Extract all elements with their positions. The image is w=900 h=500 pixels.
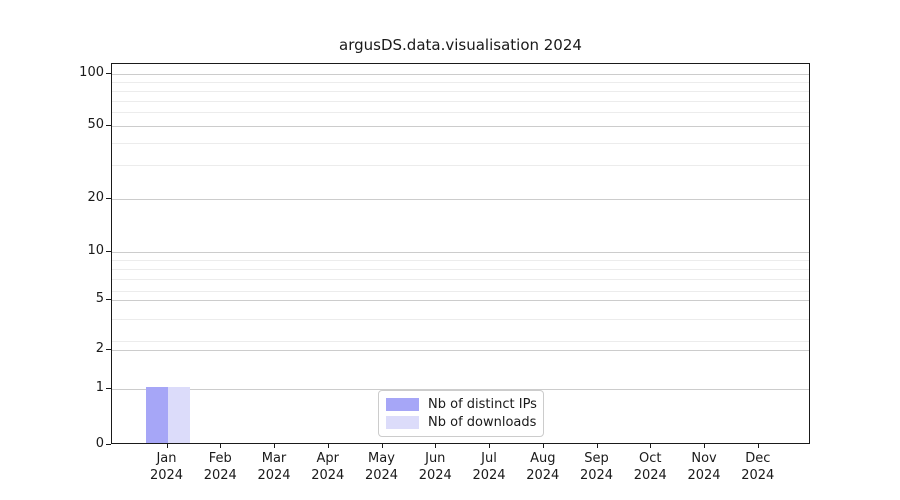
x-tick-label-10: Nov 2024 [669,450,739,484]
x-tick-mark-11 [757,444,759,448]
y-tick-label-20: 20 [87,189,104,205]
y-tick-mark-50 [106,125,111,127]
x-tick-mark-7 [542,444,544,448]
x-tick-label-year-1: 2024 [203,468,237,483]
x-tick-label-1: Feb 2024 [185,450,255,484]
chart-title: argusDS.data.visualisation 2024 [339,36,582,54]
y-tick-label-10: 10 [87,242,104,258]
x-tick-mark-2 [274,444,275,448]
legend-entry-1: Nb of downloads [386,415,537,430]
gridline-y-1 [112,389,809,391]
y-tick-mark-2 [106,349,111,351]
x-tick-label-month-11: Dec [745,451,771,466]
y-tick-mark-1 [106,388,111,390]
x-tick-label-year-3: 2024 [311,468,345,483]
x-tick-mark-4 [381,444,383,448]
x-tick-label-month-8: Sep [584,451,609,466]
x-tick-label-month-9: Oct [639,451,662,466]
x-tick-mark-5 [435,444,437,448]
x-tick-label-month-1: Feb [208,451,232,466]
x-tick-label-3: Apr 2024 [293,450,363,484]
x-tick-mark-1 [220,444,222,448]
x-tick-mark-10 [704,444,706,448]
gridline-y-minor-6 [112,259,809,261]
plot-area [111,63,810,444]
gridline-y-100 [112,73,809,75]
gridline-y-minor-9 [112,291,809,293]
x-tick-label-month-0: Jan [156,451,177,466]
x-tick-mark-9 [650,444,652,448]
y-tick-mark-100 [106,72,111,74]
x-tick-label-month-3: Apr [316,451,340,466]
bar-jan-2024-s1 [167,387,190,443]
x-tick-label-month-4: May [368,451,395,466]
y-tick-mark-20 [106,197,111,199]
x-tick-label-11: Dec 2024 [723,450,793,484]
x-tick-label-year-5: 2024 [418,468,452,483]
y-tick-label-0: 0 [95,436,104,451]
x-tick-label-9: Oct 2024 [615,450,685,484]
x-tick-mark-6 [489,444,491,448]
legend-label-1: Nb of downloads [428,415,537,430]
gridline-y-2 [112,350,809,352]
x-tick-label-year-6: 2024 [472,468,506,483]
gridline-y-minor-5 [112,164,809,166]
gridline-y-minor-10 [112,318,809,320]
gridline-y-minor-11 [112,340,809,342]
gridline-y-minor-2 [112,100,809,102]
x-tick-label-month-2: Mar [261,451,287,466]
legend-swatch-1 [386,416,419,429]
gridline-y-minor-4 [112,142,809,144]
x-tick-label-5: Jun 2024 [400,450,470,484]
x-tick-label-6: Jul 2024 [454,450,524,484]
y-tick-mark-0 [106,444,111,445]
y-tick-label-100: 100 [79,64,104,80]
gridline-y-minor-1 [112,90,809,92]
y-tick-mark-10 [106,250,111,252]
x-tick-label-year-4: 2024 [364,468,399,483]
x-tick-label-month-5: Jun [425,451,446,466]
legend-swatch-0 [386,398,419,411]
x-tick-label-month-7: Aug [530,451,556,466]
x-tick-label-8: Sep 2024 [562,450,632,484]
x-tick-label-year-9: 2024 [633,468,667,483]
y-tick-mark-5 [106,298,111,300]
gridline-y-50 [112,126,809,128]
y-tick-label-5: 5 [95,290,104,306]
x-tick-label-7: Aug 2024 [508,450,578,484]
legend: Nb of distinct IPs Nb of downloads [378,390,544,437]
x-tick-mark-0 [166,444,168,448]
x-tick-label-year-7: 2024 [526,468,560,483]
gridline-y-minor-3 [112,112,809,114]
x-tick-label-month-6: Jul [481,451,497,466]
y-tick-label-50: 50 [87,117,104,133]
x-tick-label-year-2: 2024 [257,468,291,483]
x-tick-label-year-0: 2024 [149,468,184,483]
x-tick-label-year-8: 2024 [579,468,614,483]
gridline-y-minor-0 [112,81,809,83]
gridline-y-20 [112,198,809,200]
x-tick-label-4: May 2024 [347,450,417,484]
gridline-y-10 [112,251,809,253]
bar-jan-2024-s0 [145,387,168,443]
x-tick-label-0: Jan 2024 [132,450,202,484]
x-tick-label-month-10: Nov [691,451,717,466]
x-tick-mark-3 [327,444,329,448]
gridline-y-minor-7 [112,268,809,270]
x-tick-label-year-11: 2024 [741,468,775,483]
x-tick-label-2: Mar 2024 [239,450,309,484]
x-tick-label-year-10: 2024 [687,468,721,483]
gridline-y-minor-8 [112,278,809,280]
legend-label-0: Nb of distinct IPs [428,397,537,412]
y-tick-label-1: 1 [95,380,104,396]
legend-entry-0: Nb of distinct IPs [386,397,537,412]
gridline-y-5 [112,299,809,301]
x-tick-mark-8 [596,444,598,448]
y-tick-label-2: 2 [95,341,104,357]
